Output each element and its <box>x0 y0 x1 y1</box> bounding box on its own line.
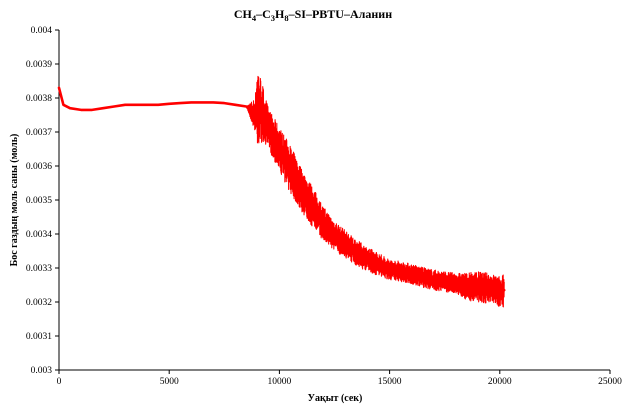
y-tick-label: 0.004 <box>31 26 53 36</box>
y-ticks: 0.003 0.0031 0.0032 0.0033 0.0034 0.0035 0.003… <box>26 26 59 376</box>
plot-area <box>57 75 506 308</box>
y-tick-label: 0.0034 <box>26 230 52 240</box>
y-tick-label: 0.0033 <box>26 264 52 274</box>
chart-title-part: 8 <box>284 13 288 23</box>
y-tick-label: 0.0031 <box>26 332 52 342</box>
y-tick-label: 0.0039 <box>26 60 52 70</box>
chart-title-part: 4 <box>252 13 257 23</box>
x-tick-label: 15000 <box>378 377 402 387</box>
x-tick-label: 25000 <box>598 377 622 387</box>
x-tick-label: 20000 <box>488 377 512 387</box>
chart-title-part: H <box>275 7 285 21</box>
axes <box>58 30 610 371</box>
series-trend-0 <box>57 86 506 294</box>
x-ticks: 0 5000 10000 15000 20000 25000 <box>57 370 622 387</box>
x-tick-label: 10000 <box>268 377 292 387</box>
y-tick-label: 0.0037 <box>26 128 52 138</box>
chart-title: CH4–C3H8–SI–PBTU–Аланин <box>234 7 392 23</box>
chart-title-part: CH <box>234 7 253 21</box>
y-axis-label: Бос газдың моль саны (моль) <box>9 134 20 267</box>
y-tick-label: 0.0038 <box>26 94 52 104</box>
chart-title-part: –C <box>255 7 271 21</box>
chart-title-part: 3 <box>271 13 275 23</box>
y-tick-label: 0.0036 <box>26 162 52 172</box>
y-tick-label: 0.0032 <box>26 298 52 308</box>
x-axis-label: Уақыт (сек) <box>308 393 363 404</box>
x-tick-label: 0 <box>57 377 62 387</box>
chart-title-part: –SI–PBTU–Аланин <box>288 7 393 21</box>
y-tick-label: 0.0035 <box>26 196 52 206</box>
y-tick-label: 0.003 <box>31 366 53 376</box>
series-line-0 <box>58 75 505 308</box>
x-tick-label: 5000 <box>160 377 179 387</box>
